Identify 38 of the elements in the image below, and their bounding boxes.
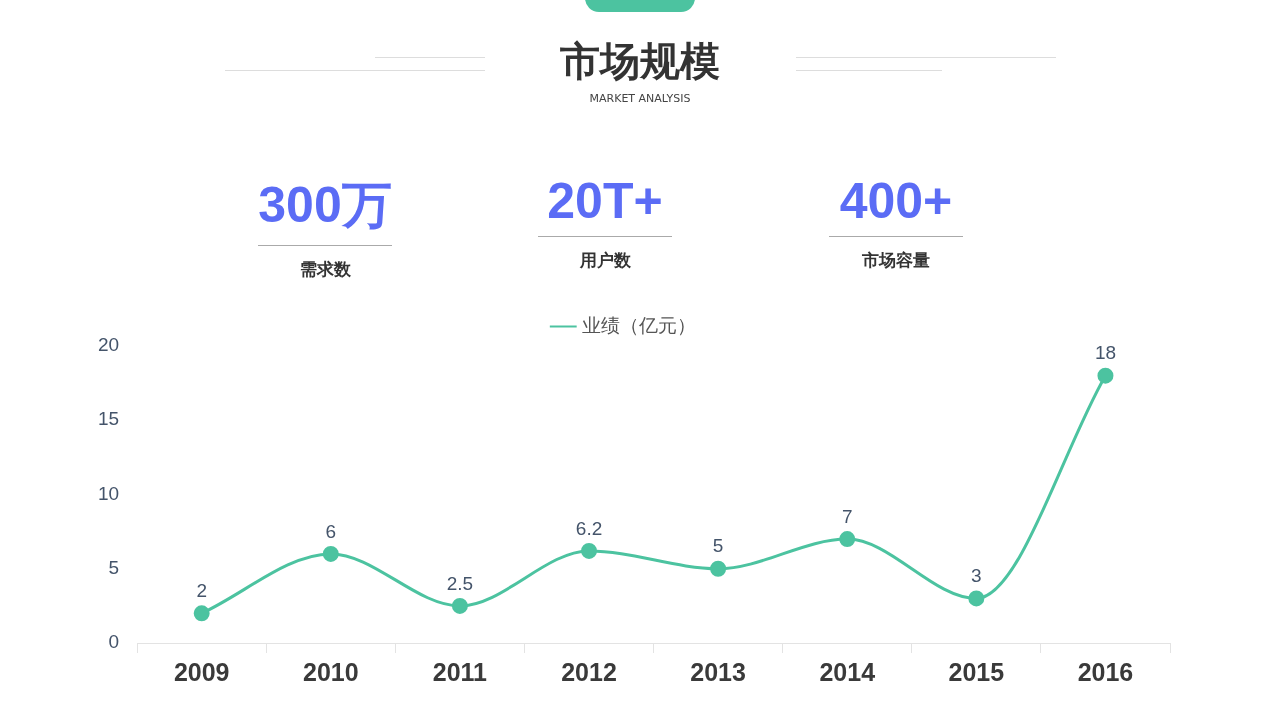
text: 400+ [838,172,954,230]
text: 市场容量 [861,249,931,272]
point [193,605,210,622]
data-label: 2.5 [446,572,474,594]
x-tick-label: 2011 [432,657,488,686]
text: 用户数 [578,249,632,272]
point [710,560,727,577]
point [968,590,985,607]
data-label: 6.2 [575,517,603,539]
y-tick-label: 10 [97,482,120,504]
y-tick-label: 20 [97,334,120,356]
data-label: 18 [1094,342,1117,364]
data-label: 2 [196,580,207,602]
point [451,597,468,614]
data-label: 5 [712,535,724,557]
x-tick-label: 2009 [173,657,230,686]
text: 300万 [257,176,393,235]
text: 需求数 [298,258,352,281]
text: MARKET ANALYSIS [588,92,692,105]
x-tick-label: 2016 [1077,657,1134,686]
data-label: 6 [325,520,337,542]
point [581,542,598,559]
x-tick-label: 2015 [948,657,1005,686]
legend-label: 业绩（亿元） [582,314,697,336]
data-label: 3 [971,565,982,587]
y-tick-label: 15 [97,408,120,430]
data-label: 7 [841,505,853,527]
y-tick-label: 5 [108,556,120,578]
point [322,545,339,562]
x-tick-label: 2010 [302,657,359,686]
point [839,531,856,548]
x-tick-label: 2012 [561,657,617,686]
x-tick-label: 2014 [819,657,876,686]
point [1097,367,1114,384]
x-tick-label: 2013 [690,657,746,686]
text: 20T+ [546,172,664,230]
text: 市场规模 [559,37,721,86]
y-tick-label: 0 [108,631,120,653]
